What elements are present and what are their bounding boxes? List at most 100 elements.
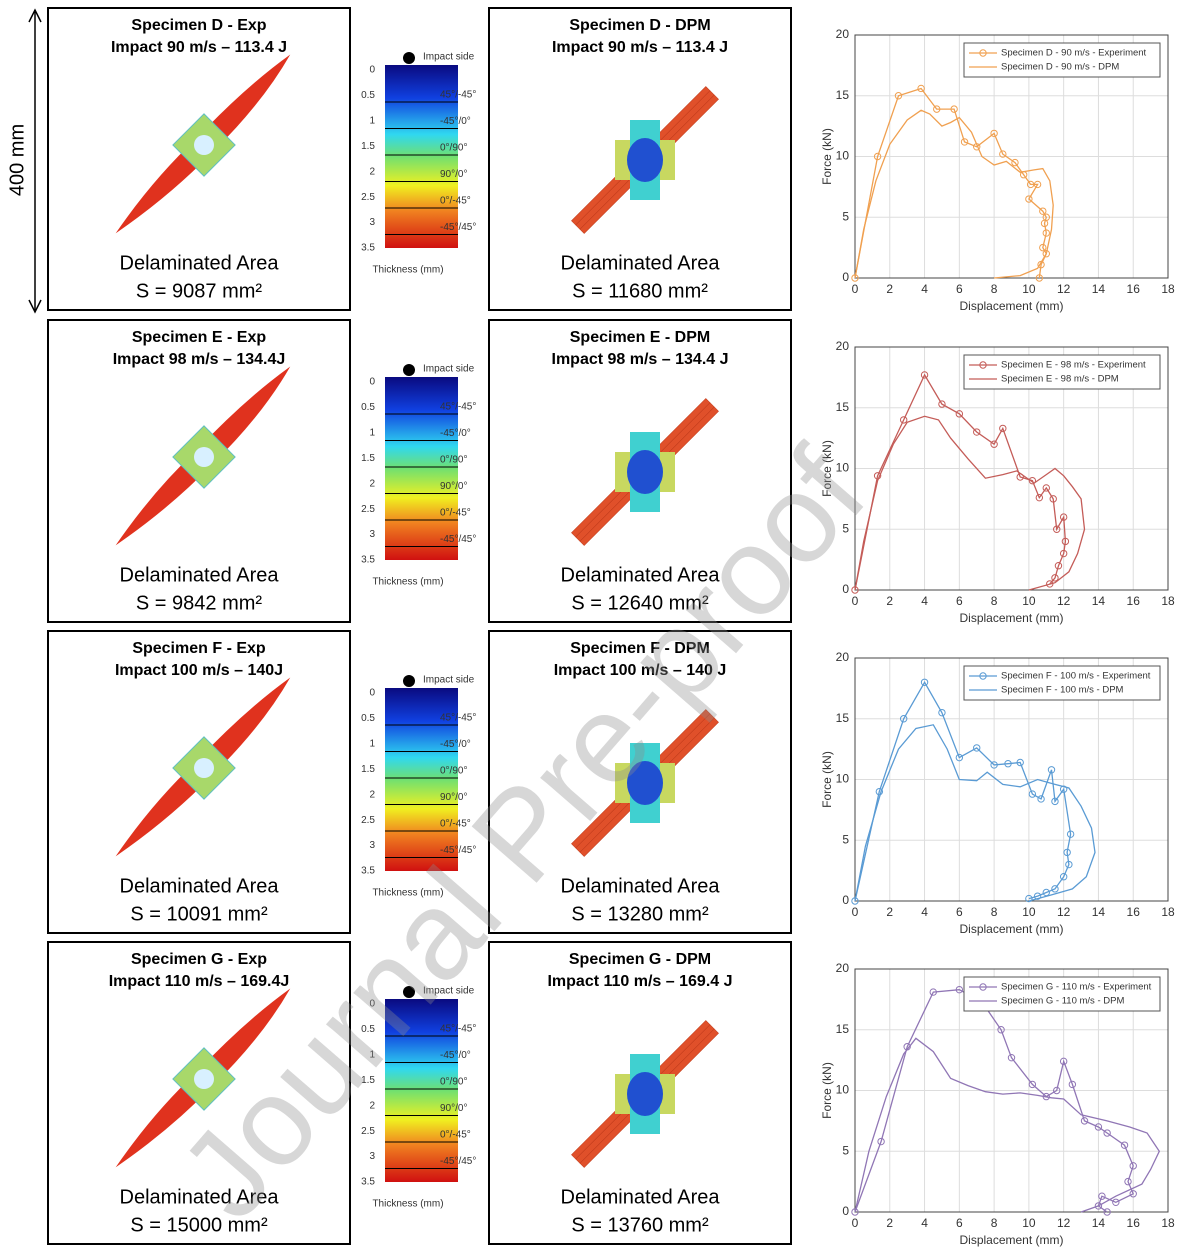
ply-label: 45°/-45° — [440, 1024, 476, 1035]
point-marker — [1059, 873, 1068, 881]
colorbar-tick: 2 — [369, 789, 375, 800]
colorbar-tick: 3.5 — [361, 555, 375, 566]
point-marker — [960, 138, 969, 146]
legend-marker — [979, 361, 987, 369]
colorbar-gradient — [385, 65, 458, 248]
legend-label: Specimen D - 90 m/s - Experiment — [1001, 48, 1147, 59]
y-tick-label: 15 — [836, 711, 850, 725]
panel-title: Specimen G - Exp — [131, 951, 267, 968]
legend-box — [963, 665, 1161, 701]
colorbar-tick: 0.5 — [361, 90, 375, 101]
colorbar-tick: 1 — [369, 738, 375, 749]
point-marker — [955, 410, 964, 418]
colorbar-tick: 3.5 — [361, 866, 375, 877]
x-tick-label: 6 — [956, 282, 963, 296]
impact-dot — [403, 52, 415, 64]
colorbar-tick: 0 — [369, 65, 375, 76]
x-axis-label: Displacement (mm) — [959, 611, 1063, 625]
ply-label: 45°/-45° — [440, 713, 476, 724]
colorbar-tick: 3 — [369, 529, 375, 540]
colorbar-label: Thickness (mm) — [372, 1199, 443, 1210]
legend-label: Specimen F - 100 m/s - Experiment — [1001, 671, 1151, 682]
x-tick-label: 10 — [1022, 282, 1036, 296]
ply-label: 90°/0° — [440, 792, 467, 803]
colorbar-label: Thickness (mm) — [372, 265, 443, 276]
panel-title: Specimen F - Exp — [132, 640, 266, 657]
point-marker — [899, 715, 908, 723]
point-marker — [873, 152, 882, 161]
x-tick-label: 12 — [1057, 282, 1071, 296]
legend-label: Specimen G - 110 m/s - Experiment — [1001, 982, 1152, 993]
x-tick-label: 10 — [1022, 905, 1036, 919]
point-marker — [1042, 250, 1050, 258]
point-marker — [875, 787, 884, 796]
colorbar-tick: 3.5 — [361, 1177, 375, 1188]
area-label: Delaminated Area — [561, 564, 721, 586]
y-tick-label: 15 — [836, 1022, 850, 1036]
series-line — [854, 724, 1096, 902]
point-marker — [1103, 1129, 1111, 1137]
point-marker — [1028, 476, 1037, 485]
x-tick-label: 14 — [1092, 594, 1106, 608]
panel-subtitle: Impact 90 m/s – 113.4 J — [111, 39, 287, 56]
point-marker — [1035, 493, 1044, 502]
point-marker — [1040, 219, 1049, 228]
point-marker — [973, 744, 981, 752]
x-tick-label: 4 — [921, 594, 928, 608]
x-tick-label: 8 — [991, 282, 998, 296]
legend-box — [963, 354, 1161, 390]
point-marker — [1028, 790, 1037, 798]
ply-label: -45°/0° — [440, 739, 471, 750]
ply-label: -45°/45° — [440, 845, 476, 856]
point-marker — [999, 150, 1007, 158]
plot-frame — [854, 657, 1169, 902]
point-marker — [1059, 1057, 1068, 1066]
colorbar-tick: 1.5 — [361, 764, 375, 775]
point-marker — [1033, 892, 1042, 900]
point-marker — [1054, 562, 1063, 570]
point-marker — [1025, 894, 1033, 903]
plot-frame — [854, 968, 1169, 1213]
y-tick-label: 20 — [836, 961, 850, 975]
panel-title: Specimen F - DPM — [570, 640, 710, 657]
area-label: Delaminated Area — [120, 1186, 280, 1208]
impact-core — [194, 447, 214, 467]
x-tick-label: 18 — [1161, 1216, 1175, 1230]
colorbar-tick: 0 — [369, 999, 375, 1010]
colorbar-tick: 1.5 — [361, 1075, 375, 1086]
ply-label: 0°/-45° — [440, 508, 471, 519]
colorbar-gradient — [385, 999, 458, 1182]
ply-label: 0°/90° — [440, 143, 467, 154]
point-marker — [1026, 180, 1035, 189]
point-marker — [1028, 1080, 1037, 1089]
panel-subtitle: Impact 100 m/s – 140 J — [554, 662, 727, 679]
x-tick-label: 10 — [1022, 1216, 1036, 1230]
colorbar-tick: 2 — [369, 1100, 375, 1111]
ply-label: 90°/0° — [440, 481, 467, 492]
colorbar-tick: 0.5 — [361, 1024, 375, 1035]
ply-label: -45°/0° — [440, 1050, 471, 1061]
damage-map — [571, 398, 719, 546]
point-marker — [955, 985, 964, 994]
x-tick-label: 12 — [1057, 594, 1071, 608]
series-line — [854, 415, 1086, 591]
y-tick-label: 0 — [842, 1204, 849, 1218]
point-marker — [1042, 484, 1050, 492]
colorbar-tick: 1.5 — [361, 141, 375, 152]
impact-dot — [403, 364, 415, 376]
point-marker — [997, 1026, 1005, 1034]
ply-label: 45°/-45° — [440, 402, 476, 413]
point-marker — [1016, 758, 1024, 767]
plot-frame — [854, 346, 1169, 591]
series-line — [854, 680, 1072, 902]
area-value: S = 10091 mm² — [130, 903, 268, 925]
point-marker — [1042, 229, 1050, 237]
point-marker — [1011, 158, 1019, 167]
point-marker — [1120, 1141, 1129, 1149]
zone-core — [627, 761, 663, 805]
area-value: S = 11680 mm² — [572, 280, 708, 302]
x-tick-label: 8 — [991, 594, 998, 608]
point-marker — [1033, 180, 1042, 189]
x-tick-label: 12 — [1057, 1216, 1071, 1230]
